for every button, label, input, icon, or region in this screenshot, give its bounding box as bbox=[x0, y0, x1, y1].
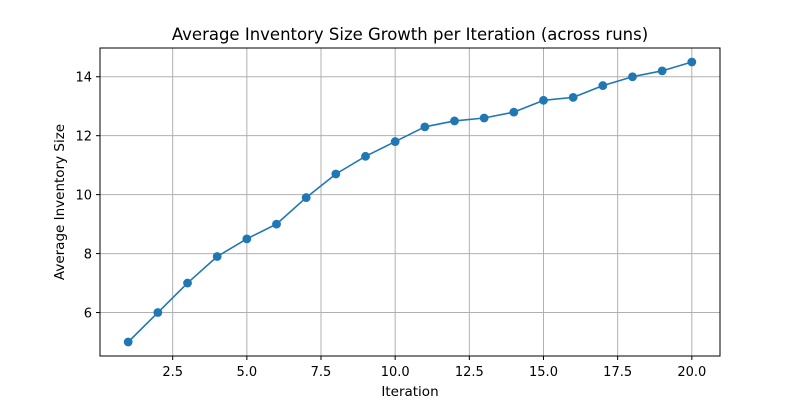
x-tick-label: 10.0 bbox=[381, 365, 410, 380]
series-line bbox=[127, 61, 693, 343]
data-point bbox=[479, 113, 489, 123]
x-tick-label: 2.5 bbox=[162, 365, 183, 380]
data-point bbox=[450, 116, 459, 126]
data-point bbox=[539, 95, 548, 105]
x-tick-label: 7.5 bbox=[311, 365, 332, 380]
data-point bbox=[183, 278, 192, 288]
plot-frame bbox=[99, 47, 721, 357]
data-point bbox=[687, 57, 697, 67]
data-point bbox=[153, 308, 163, 317]
data-point bbox=[509, 107, 519, 117]
y-tick-label: 14 bbox=[75, 71, 92, 86]
data-point bbox=[361, 151, 370, 161]
axis-ticks: 2.5 5.0 7.5 10.0 12.5 15.0 17.5 20.0 6 8 10 12 14 bbox=[75, 71, 706, 380]
y-tick-label: 12 bbox=[75, 130, 92, 145]
data-point bbox=[420, 122, 430, 132]
x-tick-label: 5.0 bbox=[236, 365, 257, 380]
data-point bbox=[598, 81, 608, 90]
series bbox=[123, 57, 697, 347]
y-axis-label: Average Inventory Size bbox=[52, 124, 68, 280]
data-point bbox=[212, 252, 222, 261]
grid bbox=[100, 48, 720, 356]
data-point bbox=[242, 234, 252, 244]
data-point bbox=[272, 219, 281, 229]
data-point bbox=[123, 337, 133, 347]
data-point bbox=[628, 72, 637, 82]
data-point bbox=[301, 193, 311, 202]
y-tick-label: 6 bbox=[84, 307, 92, 322]
data-point bbox=[657, 66, 667, 76]
x-tick-label: 12.5 bbox=[455, 365, 484, 380]
chart-title: Average Inventory Size Growth per Iterat… bbox=[172, 25, 648, 44]
x-tick-label: 20.0 bbox=[677, 365, 706, 380]
x-axis-label: Iteration bbox=[381, 384, 438, 400]
data-point bbox=[331, 169, 341, 179]
y-tick-label: 8 bbox=[84, 248, 92, 263]
x-tick-label: 15.0 bbox=[529, 365, 558, 380]
x-tick-label: 17.5 bbox=[603, 365, 632, 380]
data-point bbox=[568, 92, 578, 102]
data-point bbox=[390, 137, 400, 146]
y-tick-label: 10 bbox=[75, 189, 92, 204]
